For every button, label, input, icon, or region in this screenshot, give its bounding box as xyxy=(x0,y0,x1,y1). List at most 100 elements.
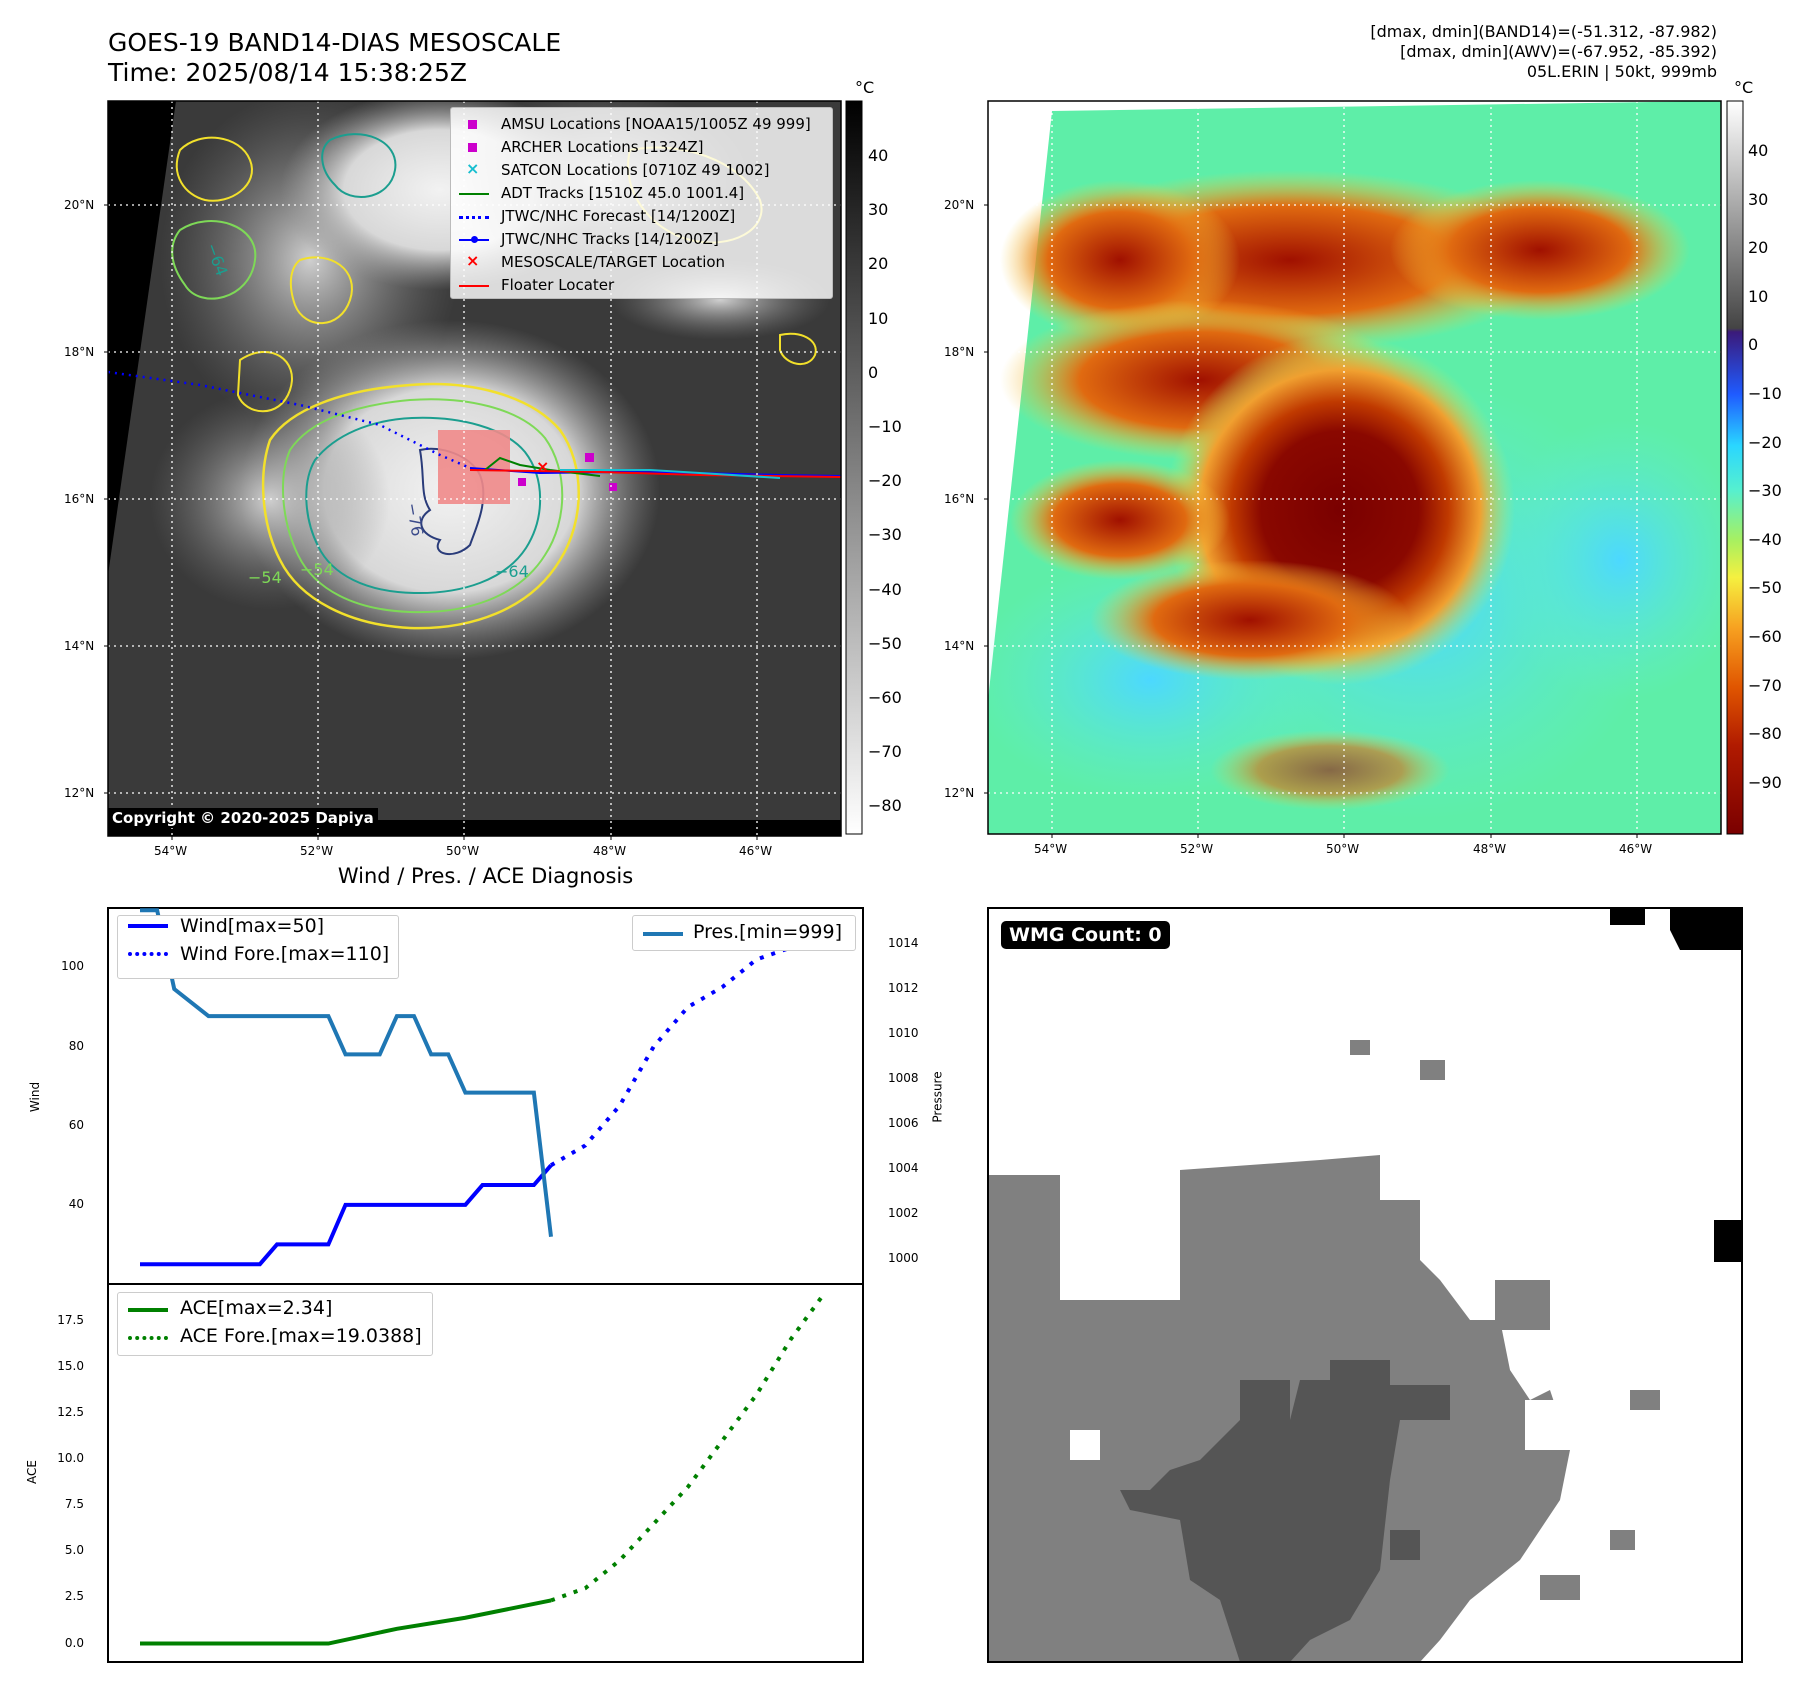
ir-lat-tick-20: 20°N xyxy=(64,198,95,212)
info-band14: [dmax, dmin](BAND14)=(-51.312, -87.982) xyxy=(1370,22,1717,41)
amsu-location-marker xyxy=(585,453,594,462)
ir-legend-swatch xyxy=(468,120,477,129)
dias-colorbar-tick: 30 xyxy=(1748,189,1769,209)
ir-lat-tick-18: 18°N xyxy=(64,345,95,359)
dias-lon-tick-48: 48°W xyxy=(1473,842,1507,856)
dias-colorbar xyxy=(1726,100,1744,835)
ir-lat-tick-12: 12°N xyxy=(64,786,95,800)
dias-colorbar-tick: −10 xyxy=(1748,384,1782,403)
ir-legend-swatch xyxy=(459,216,489,219)
ir-legend-swatch xyxy=(459,285,489,287)
pressure-y-tick: 1008 xyxy=(888,1071,919,1086)
wmg-panel xyxy=(987,907,1743,1663)
ir-legend-item: JTWC/NHC Tracks [14/1200Z] xyxy=(451,229,832,251)
dias-colorbar-tick: −90 xyxy=(1748,772,1782,792)
ace-y-tick: 7.5 xyxy=(64,1497,84,1512)
ace-ylabel: ACE xyxy=(24,1460,39,1484)
ir-legend-label: ADT Tracks [1510Z 45.0 1001.4] xyxy=(501,184,745,202)
dias-lon-tick-50: 50°W xyxy=(1326,842,1360,856)
ir-legend-item: AMSU Locations [NOAA15/1005Z 49 999] xyxy=(451,114,832,136)
wind-fore-legend-label: Wind Fore.[max=110] xyxy=(180,943,390,965)
ir-legend-swatch: × xyxy=(466,159,480,178)
pressure-y-tick: 1004 xyxy=(888,1161,919,1176)
wind-ylabel: Wind xyxy=(28,1081,43,1113)
series-aceline xyxy=(140,1598,552,1646)
wind-y-tick: 60 xyxy=(68,1117,84,1132)
ir-colorbar-tick: 0 xyxy=(868,362,879,382)
wind-y-tick: 100 xyxy=(61,959,84,974)
ir-legend-item: × SATCON Locations [0710Z 49 1002] xyxy=(451,159,832,182)
series-pres-line xyxy=(140,908,553,1237)
ace-y-tick: 12.5 xyxy=(57,1405,84,1420)
dias-lon-tick-52: 52°W xyxy=(1180,842,1214,856)
wind-legend-swatch xyxy=(128,924,168,928)
ir-legend-item: JTWC/NHC Forecast [14/1200Z] xyxy=(451,206,832,228)
ir-legend-label: SATCON Locations [0710Z 49 1002] xyxy=(501,161,770,179)
ir-lat-tick-14: 14°N xyxy=(64,639,95,653)
wmg-count-badge: WMG Count: 0 xyxy=(1001,921,1170,949)
ace-y-tick: 17.5 xyxy=(57,1312,84,1327)
mesoscale-target-box xyxy=(438,430,510,504)
dias-colorbar-tick: −50 xyxy=(1748,578,1782,598)
dias-colorbar-unit: °C xyxy=(1734,78,1754,97)
floater-locater-line xyxy=(469,469,841,478)
ir-colorbar-tick: −50 xyxy=(868,633,902,653)
info-storm: 05L.ERIN | 50kt, 999mb xyxy=(1526,62,1717,81)
ir-legend-swatch: × xyxy=(466,251,480,270)
ir-legend-label: JTWC/NHC Tracks [14/1200Z] xyxy=(501,230,719,248)
ir-legend-swatch xyxy=(468,143,477,152)
contour-label-3: −54 xyxy=(248,568,282,587)
dias-lat-tick-16: 16°N xyxy=(944,492,975,506)
page-subtitle-time: Time: 2025/08/14 15:38:25Z xyxy=(108,58,467,87)
ir-lon-tick-52: 52°W xyxy=(300,844,334,858)
ir-lon-tick-46: 46°W xyxy=(739,844,773,858)
ace-y-tick: 15.0 xyxy=(57,1358,84,1373)
contour-label-4: −54 xyxy=(300,560,334,579)
ir-colorbar-tick: −70 xyxy=(868,742,902,762)
pressure-y-tick: 1002 xyxy=(888,1206,919,1221)
pressure-legend: Pres.[min=999] xyxy=(632,915,856,951)
dias-colorbar-tick: 40 xyxy=(1748,141,1769,160)
ir-legend-label: ARCHER Locations [1324Z] xyxy=(501,138,704,156)
ir-colorbar-unit: °C xyxy=(855,78,875,97)
forecast-track-line xyxy=(108,370,471,470)
dias-colorbar-tick: −80 xyxy=(1748,724,1782,744)
satcon-track-line xyxy=(560,469,781,479)
ir-colorbar-tick: −10 xyxy=(868,417,902,436)
page-title: GOES-19 BAND14-DIAS MESOSCALE xyxy=(108,28,562,57)
dias-colorbar-tick: −60 xyxy=(1748,627,1782,646)
ir-colorbar-tick: 40 xyxy=(868,146,889,165)
ir-lon-tick-54: 54°W xyxy=(154,844,188,858)
dias-colorbar-tick: −20 xyxy=(1748,432,1782,452)
ir-colorbar xyxy=(845,100,863,835)
wind-y-tick: 40 xyxy=(68,1196,84,1211)
pressure-y-tick: 1012 xyxy=(888,981,919,996)
ir-legend-label: Floater Locater xyxy=(501,276,615,294)
ir-legend-swatch xyxy=(459,193,489,195)
dias-lat-tick-12: 12°N xyxy=(944,786,975,800)
ace-fore-legend-swatch xyxy=(128,1336,168,1340)
info-awv: [dmax, dmin](AWV)=(-67.952, -85.392) xyxy=(1400,42,1717,61)
ir-colorbar-tick: −80 xyxy=(868,796,902,816)
wind-fore-legend-swatch xyxy=(128,952,168,956)
ir-legend-label: MESOSCALE/TARGET Location xyxy=(501,253,726,271)
dias-lat-tick-18: 18°N xyxy=(944,345,975,359)
dias-lon-tick-54: 54°W xyxy=(1034,842,1068,856)
copyright-badge: Copyright © 2020-2025 Dapiya xyxy=(108,808,378,828)
ir-legend-item: ARCHER Locations [1324Z] xyxy=(451,137,832,159)
ir-legend: AMSU Locations [NOAA15/1005Z 49 999] ARCH… xyxy=(450,107,833,299)
ir-colorbar-tick: 20 xyxy=(868,254,889,274)
ir-legend-label: JTWC/NHC Forecast [14/1200Z] xyxy=(501,207,736,225)
ir-colorbar-tick: −20 xyxy=(868,471,902,491)
dias-colorbar-tick: 0 xyxy=(1748,335,1759,355)
series-ace-fore-line xyxy=(550,1291,827,1603)
pressure-legend-label: Pres.[min=999] xyxy=(693,921,842,943)
ir-colorbar-tick: −30 xyxy=(868,525,902,545)
dias-lon-tick-46: 46°W xyxy=(1619,842,1653,856)
ir-colorbar-tick: 30 xyxy=(868,200,889,220)
ir-colorbar-tick: −40 xyxy=(868,579,902,599)
dias-lat-tick-20: 20°N xyxy=(944,198,975,212)
ir-lon-tick-48: 48°W xyxy=(593,844,627,858)
pressure-legend-swatch xyxy=(643,932,683,936)
